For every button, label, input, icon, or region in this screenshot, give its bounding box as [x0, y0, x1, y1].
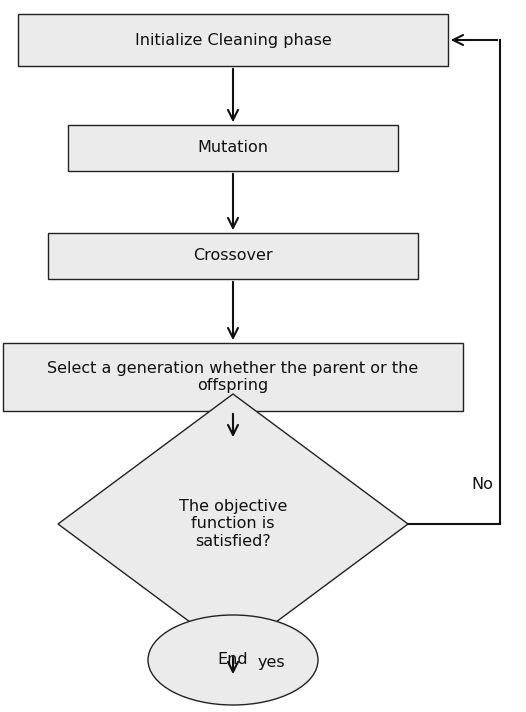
FancyBboxPatch shape — [68, 125, 398, 171]
Text: No: No — [471, 477, 493, 492]
Text: Select a generation whether the parent or the
offspring: Select a generation whether the parent o… — [47, 361, 419, 393]
Text: Mutation: Mutation — [197, 140, 268, 155]
Ellipse shape — [148, 615, 318, 705]
FancyBboxPatch shape — [3, 343, 463, 411]
Text: End: End — [218, 652, 248, 668]
Text: Crossover: Crossover — [193, 248, 273, 263]
Text: The objective
function is
satisfied?: The objective function is satisfied? — [179, 499, 287, 549]
Text: Initialize Cleaning phase: Initialize Cleaning phase — [135, 33, 331, 48]
Text: yes: yes — [258, 654, 286, 669]
FancyBboxPatch shape — [48, 233, 418, 279]
Polygon shape — [58, 394, 408, 654]
FancyBboxPatch shape — [18, 14, 448, 66]
